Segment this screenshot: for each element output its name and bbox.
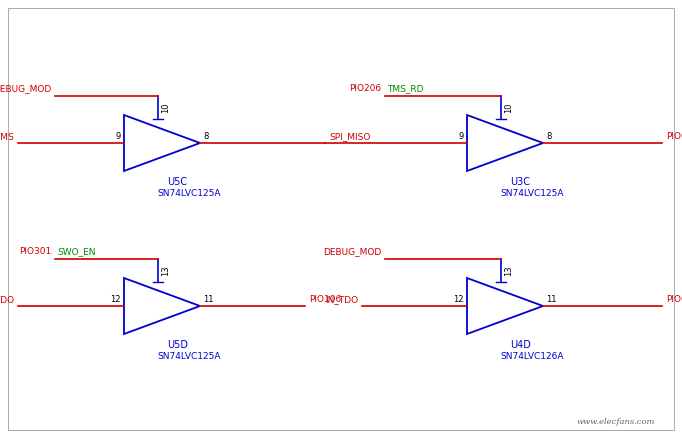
Text: 11: 11 [203, 295, 213, 304]
Text: SPI_MISO: SPI_MISO [329, 132, 370, 141]
Text: www.elecfans.com: www.elecfans.com [576, 418, 655, 426]
Text: SN74LVC126A: SN74LVC126A [500, 352, 563, 361]
Text: IN_TMS: IN_TMS [0, 132, 14, 141]
Text: SN74LVC125A: SN74LVC125A [157, 189, 220, 198]
Text: U5D: U5D [167, 340, 188, 350]
Text: 8: 8 [546, 132, 551, 141]
Text: SN74LVC125A: SN74LVC125A [157, 352, 220, 361]
Text: SWO_EN: SWO_EN [57, 247, 95, 256]
Text: 8: 8 [203, 132, 209, 141]
Text: 10: 10 [161, 102, 170, 113]
Text: SN74LVC125A: SN74LVC125A [500, 189, 563, 198]
Text: 11: 11 [546, 295, 557, 304]
Text: PIO301: PIO301 [18, 247, 51, 256]
Text: IN_TDO: IN_TDO [325, 295, 358, 304]
Text: PIO008: PIO008 [666, 295, 682, 304]
Text: U3C: U3C [510, 177, 530, 187]
Text: 12: 12 [454, 295, 464, 304]
Text: U5C: U5C [167, 177, 187, 187]
Text: DEBUG_MOD: DEBUG_MOD [0, 84, 51, 93]
Text: 13: 13 [161, 265, 170, 276]
Text: 12: 12 [110, 295, 121, 304]
Text: DEBUG_MOD: DEBUG_MOD [323, 247, 381, 256]
Text: 9: 9 [116, 132, 121, 141]
Text: IN_TDO: IN_TDO [0, 295, 14, 304]
Text: PIO008: PIO008 [666, 132, 682, 141]
Text: 13: 13 [504, 265, 513, 276]
Text: TMS_RD: TMS_RD [387, 84, 424, 93]
Text: 9: 9 [459, 132, 464, 141]
Text: 10: 10 [504, 102, 513, 113]
Text: PIO206: PIO206 [349, 84, 381, 93]
Text: U4D: U4D [510, 340, 531, 350]
Text: PIO106: PIO106 [309, 295, 341, 304]
